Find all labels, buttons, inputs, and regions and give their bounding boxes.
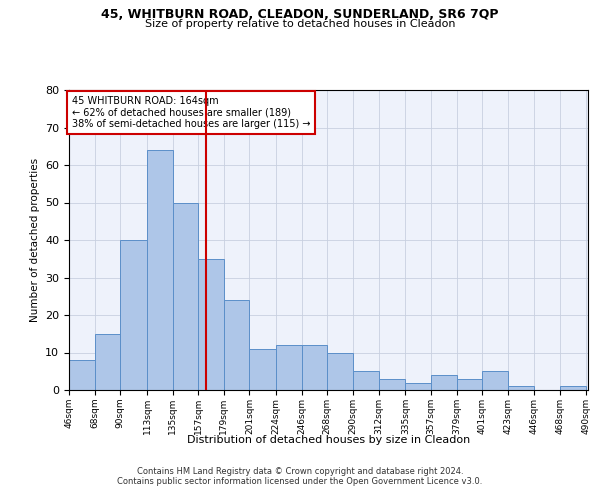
Bar	[69, 360, 95, 390]
Bar	[302, 345, 328, 390]
Bar	[353, 371, 379, 390]
Bar	[198, 259, 224, 390]
Bar	[457, 379, 482, 390]
Bar	[95, 334, 120, 390]
Bar	[328, 352, 353, 390]
Bar	[482, 371, 508, 390]
Y-axis label: Number of detached properties: Number of detached properties	[29, 158, 40, 322]
Text: Distribution of detached houses by size in Cleadon: Distribution of detached houses by size …	[187, 435, 470, 445]
Bar	[508, 386, 535, 390]
Text: Contains public sector information licensed under the Open Government Licence v3: Contains public sector information licen…	[118, 477, 482, 486]
Bar	[224, 300, 250, 390]
Bar	[560, 386, 586, 390]
Text: 45, WHITBURN ROAD, CLEADON, SUNDERLAND, SR6 7QP: 45, WHITBURN ROAD, CLEADON, SUNDERLAND, …	[101, 8, 499, 20]
Bar	[379, 379, 406, 390]
Bar	[276, 345, 302, 390]
Bar	[406, 382, 431, 390]
Bar	[147, 150, 173, 390]
Bar	[173, 202, 198, 390]
Bar	[120, 240, 147, 390]
Bar	[250, 349, 276, 390]
Text: 45 WHITBURN ROAD: 164sqm
← 62% of detached houses are smaller (189)
38% of semi-: 45 WHITBURN ROAD: 164sqm ← 62% of detach…	[71, 96, 310, 129]
Text: Size of property relative to detached houses in Cleadon: Size of property relative to detached ho…	[145, 19, 455, 29]
Bar	[431, 375, 457, 390]
Text: Contains HM Land Registry data © Crown copyright and database right 2024.: Contains HM Land Registry data © Crown c…	[137, 467, 463, 476]
